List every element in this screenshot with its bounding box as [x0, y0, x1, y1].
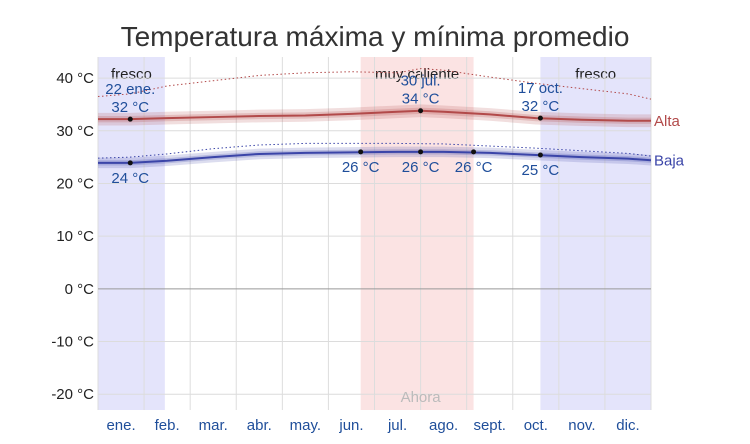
annotation-point-1	[127, 160, 133, 166]
series-alta-label: Alta	[654, 113, 681, 130]
annotation-value-0: 32 °C	[111, 99, 149, 116]
series-baja-dotted-line	[97, 142, 652, 159]
season-band-label-0: fresco	[111, 66, 152, 83]
series-alta-line	[98, 109, 651, 122]
x-axis-months: ene. feb. mar. abr. may. jun. jul. ago. sept. oct…	[106, 417, 639, 434]
series-alta-band-inner	[98, 107, 651, 124]
now-label: Ahora	[401, 389, 442, 406]
y-tick-label-2: 20 °C	[56, 175, 94, 192]
x-tick-label-5: jun.	[338, 417, 363, 434]
y-tick-label-4: 0 °C	[65, 281, 95, 298]
annotation-date-0: 22 ene.	[105, 81, 155, 98]
season-band-0	[98, 57, 165, 410]
x-tick-label-10: nov.	[568, 417, 595, 434]
annotation-value-5: 26 °C	[455, 159, 493, 176]
series-baja-band-outer	[98, 146, 651, 169]
series-alta-band-outer	[98, 104, 651, 128]
annotation-point-4	[418, 149, 424, 155]
y-tick-label-6: -20 °C	[51, 386, 94, 403]
x-tick-label-1: feb.	[155, 417, 180, 434]
annotation-point-5	[471, 149, 477, 155]
season-band-label-2: fresco	[575, 66, 616, 83]
y-tick-label-3: 10 °C	[56, 228, 94, 245]
annotation-value-1: 24 °C	[111, 170, 149, 187]
x-tick-label-4: may.	[290, 417, 321, 434]
annotation-point-2	[418, 108, 424, 114]
annotation-value-7: 25 °C	[522, 162, 560, 179]
y-tick-label-5: -10 °C	[51, 334, 94, 351]
grid-lines	[97, 57, 652, 410]
annotation-date-6: 17 oct.	[518, 80, 563, 97]
x-tick-label-0: ene.	[106, 417, 135, 434]
x-tick-label-9: oct.	[524, 417, 548, 434]
annotation-value-6: 32 °C	[522, 98, 560, 115]
annotation-value-3: 26 °C	[342, 159, 380, 176]
annotation-point-3	[358, 149, 364, 155]
series-baja-label: Baja	[654, 152, 685, 169]
series-baja-line	[98, 150, 652, 164]
season-band-label-1: muy caliente	[375, 66, 459, 83]
series-layer: Alta Baja	[97, 68, 685, 169]
y-axis-ticks: 40 °C 30 °C 20 °C 10 °C 0 °C -10 °C -20 °C	[51, 70, 94, 403]
series-alta-dotted-line	[97, 68, 652, 100]
x-tick-label-6: jul.	[387, 417, 407, 434]
annotation-date-2: 30 jul.	[401, 73, 441, 90]
x-tick-label-3: abr.	[247, 417, 272, 434]
annotation-point-7	[537, 152, 543, 158]
y-tick-label-0: 40 °C	[56, 70, 94, 87]
annotation-layer: 22 ene.32 °C24 °C30 jul.34 °C26 °C 26 °C 2…	[105, 73, 563, 187]
x-tick-label-11: dic.	[616, 417, 639, 434]
y-tick-label-1: 30 °C	[56, 123, 94, 140]
annotation-point-0	[127, 116, 133, 122]
chart-title: Temperatura máxima y mínima promedio	[121, 21, 630, 52]
annotation-value-2: 34 °C	[402, 91, 440, 108]
x-tick-label-2: mar.	[199, 417, 228, 434]
x-tick-label-7: ago.	[429, 417, 458, 434]
annotation-value-4: 26 °C	[402, 159, 440, 176]
x-tick-label-8: sept.	[473, 417, 506, 434]
season-band-1	[360, 57, 474, 410]
annotation-point-6	[537, 115, 543, 121]
